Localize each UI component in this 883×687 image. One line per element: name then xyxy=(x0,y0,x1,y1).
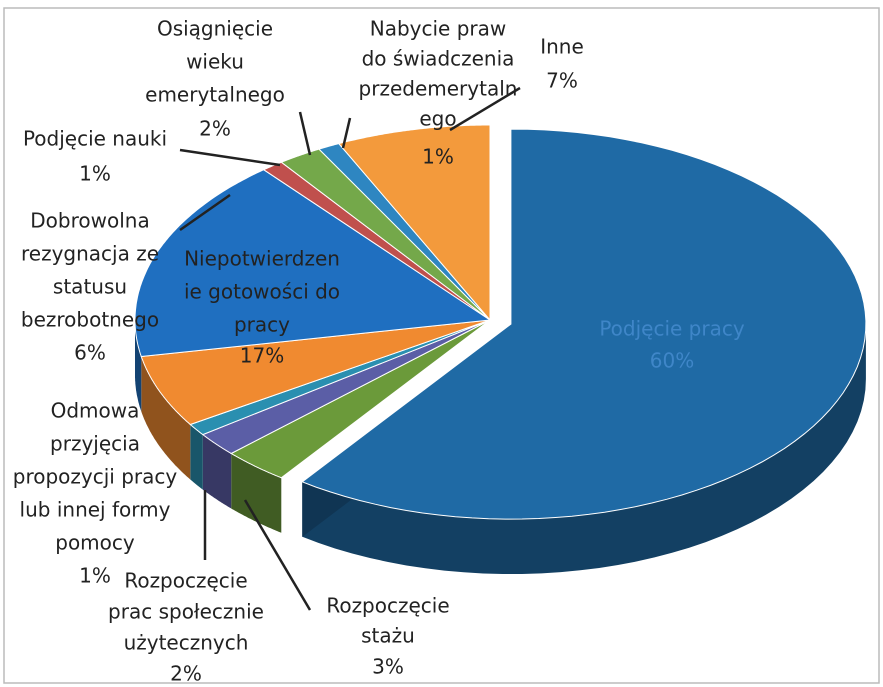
category-label: prac społecznie xyxy=(108,600,264,624)
category-label: Osiągnięcie xyxy=(157,17,273,41)
category-label: wieku xyxy=(186,50,244,74)
value-label: 7% xyxy=(546,69,578,93)
category-label: statusu xyxy=(53,275,127,299)
category-label: lub innej formy xyxy=(20,498,171,522)
slice-side xyxy=(231,453,282,533)
leader-line xyxy=(298,111,312,156)
category-label: do świadczenia xyxy=(362,47,515,71)
category-label: stażu xyxy=(361,624,415,648)
category-label: przedemerytaln xyxy=(359,77,518,101)
category-label: Nabycie praw xyxy=(370,17,507,41)
category-label: emerytalnego xyxy=(145,83,285,107)
slice xyxy=(140,319,491,426)
value-label: 60% xyxy=(650,349,694,373)
value-label: 17% xyxy=(240,344,284,368)
value-label: 6% xyxy=(74,341,106,365)
slice xyxy=(318,143,491,321)
slice-side xyxy=(202,434,232,509)
value-label: 3% xyxy=(372,655,404,679)
category-label: Rozpoczęcie xyxy=(124,569,247,593)
category-label: Odmowa xyxy=(51,399,140,423)
category-label: propozycji pracy xyxy=(13,465,178,489)
value-label: 2% xyxy=(170,662,202,686)
category-label: Podjęcie nauki xyxy=(23,127,167,151)
slice xyxy=(262,161,491,321)
leader-line xyxy=(341,117,352,149)
slice-side xyxy=(141,356,191,480)
leader-line xyxy=(179,148,281,167)
category-label: przyjęcia xyxy=(50,432,140,456)
slice xyxy=(189,319,491,436)
category-label: użytecznych xyxy=(124,631,249,655)
category-label: ego xyxy=(419,107,456,131)
value-label: 1% xyxy=(79,162,111,186)
labels: Podjęcie pracy 60% Rozpoczęcie stażu 3% Rozpo… xyxy=(13,17,745,686)
slice xyxy=(337,124,491,322)
slice xyxy=(280,148,491,321)
value-label: 2% xyxy=(199,117,231,141)
category-label: Niepotwierdzen xyxy=(184,247,340,271)
slice-side xyxy=(302,324,866,574)
slice xyxy=(134,169,492,358)
category-label: rezygnacja ze xyxy=(21,242,159,266)
pie xyxy=(134,124,867,574)
leader-line xyxy=(449,86,521,132)
category-label: Rozpoczęcie xyxy=(326,594,449,618)
slice xyxy=(201,319,491,455)
leader-line xyxy=(179,193,231,232)
value-label: 1% xyxy=(79,564,111,588)
slice-side xyxy=(190,424,203,490)
category-label: Dobrowolna xyxy=(30,209,149,233)
value-label: 1% xyxy=(422,145,454,169)
slice xyxy=(301,128,867,520)
category-label: Podjęcie pracy xyxy=(599,317,745,341)
category-label: bezrobotnego xyxy=(21,308,159,332)
category-label: ie gotowości do xyxy=(184,280,340,304)
slice xyxy=(230,319,491,479)
category-label: Inne xyxy=(540,35,584,59)
leader-line xyxy=(243,499,312,611)
category-label: pracy xyxy=(234,313,290,337)
slice-side xyxy=(135,320,142,412)
category-label: pomocy xyxy=(55,531,135,555)
